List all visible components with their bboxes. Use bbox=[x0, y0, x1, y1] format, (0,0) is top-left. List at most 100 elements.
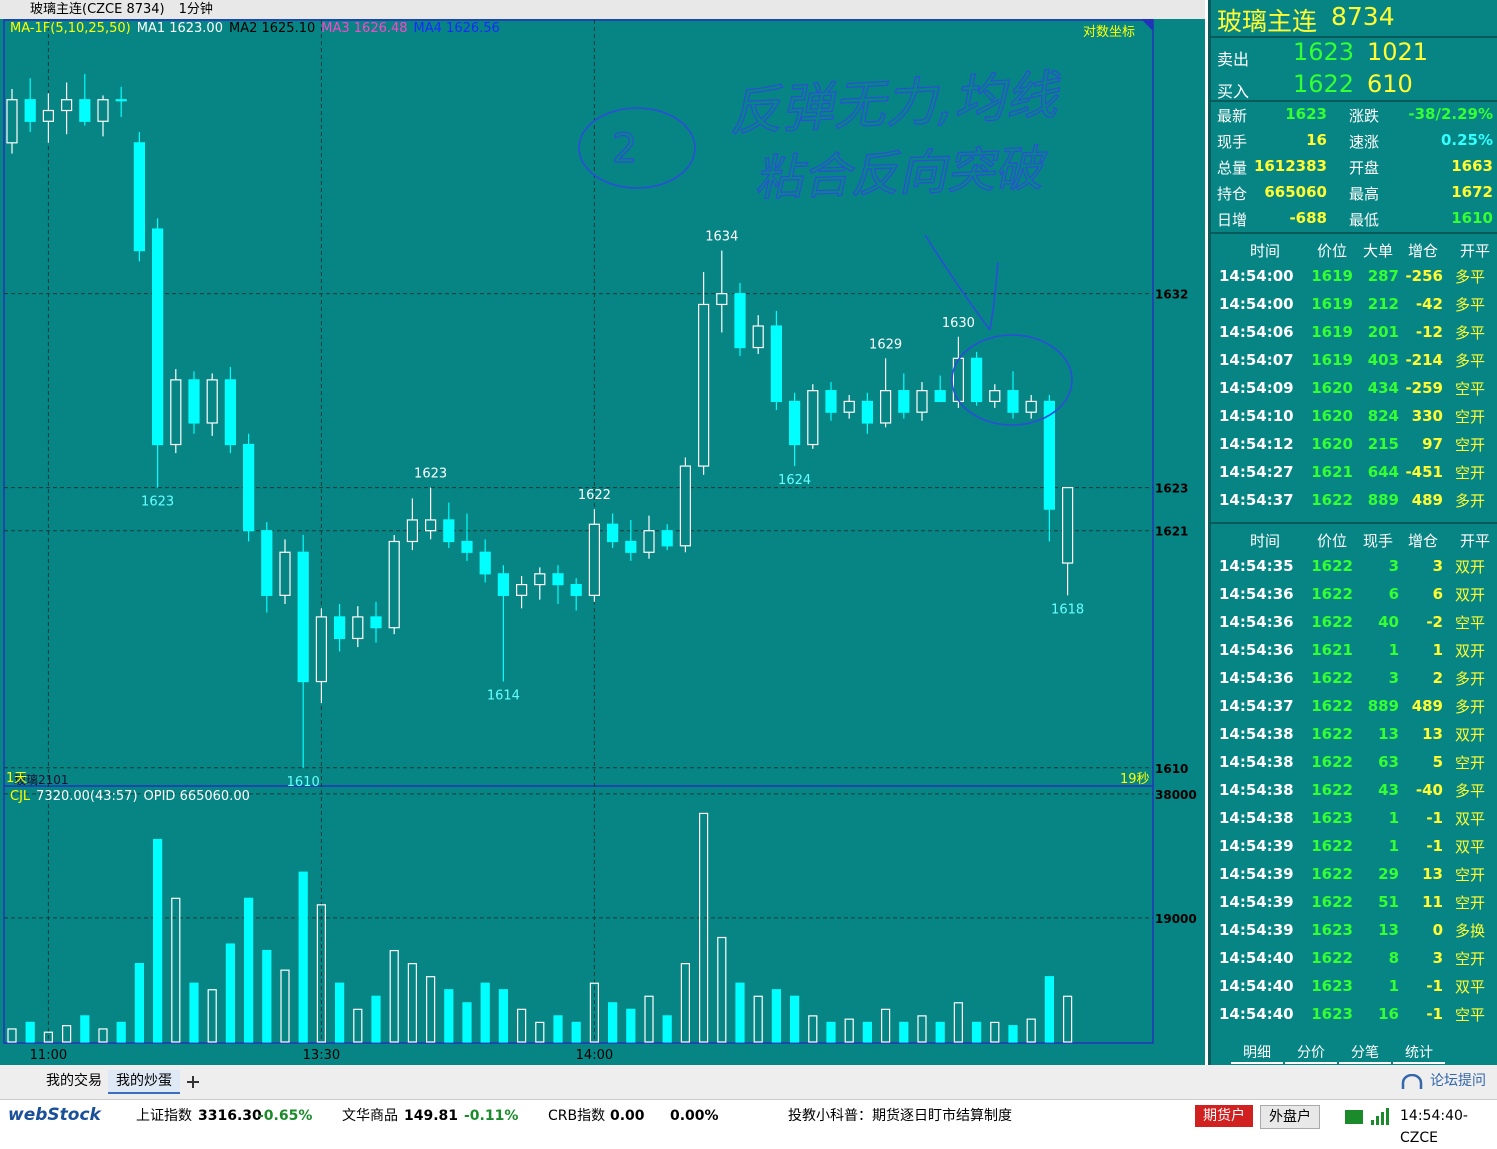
cell: 14:54:40 bbox=[1219, 949, 1294, 967]
volume-bar bbox=[371, 995, 381, 1043]
candle-body bbox=[60, 99, 73, 112]
cell: 14:54:38 bbox=[1219, 725, 1294, 743]
table-row: 14:54:10 1620 824 330 空开 bbox=[1219, 402, 1495, 430]
candle-body bbox=[133, 142, 145, 252]
cell: 434 bbox=[1367, 379, 1399, 397]
countdown: 19秒 bbox=[1120, 772, 1150, 787]
cell: 1619 bbox=[1311, 351, 1353, 369]
futures-account[interactable]: 期货户 bbox=[1195, 1105, 1253, 1127]
cell: 1622 bbox=[1311, 893, 1353, 911]
volume-bar bbox=[753, 995, 763, 1043]
foreign-account[interactable]: 外盘户 bbox=[1260, 1105, 1320, 1129]
low-label: 1623 bbox=[141, 495, 174, 510]
cell: 多平 bbox=[1455, 781, 1486, 800]
cell: 489 bbox=[1411, 697, 1443, 715]
cell: 双开 bbox=[1455, 641, 1486, 660]
cell: 多平 bbox=[1455, 351, 1486, 370]
volume-value: 7320.00(43:57) bbox=[36, 789, 138, 804]
y-tick-label: 1623 bbox=[1155, 482, 1188, 496]
notice[interactable]: 投教小科普：期货逐日盯市结算制度 bbox=[788, 1108, 1012, 1124]
table-row: 14:54:39 1622 29 13 空开 bbox=[1219, 860, 1495, 888]
candle-body bbox=[297, 551, 309, 683]
stat-value: -688 bbox=[1289, 209, 1327, 227]
candle-body bbox=[716, 293, 728, 306]
volume-bar bbox=[462, 1002, 472, 1043]
period-select[interactable]: 1分钟 bbox=[178, 2, 213, 17]
cell: 1622 bbox=[1311, 865, 1353, 883]
cell: -40 bbox=[1415, 781, 1443, 799]
volume-bar bbox=[316, 904, 326, 1043]
volume-bar bbox=[1008, 1025, 1018, 1043]
cell: 1620 bbox=[1311, 407, 1353, 425]
cell: 双平 bbox=[1455, 977, 1486, 996]
add-tab[interactable] bbox=[186, 1075, 200, 1089]
cell: 14:54:40 bbox=[1219, 977, 1294, 995]
volume-bar bbox=[717, 936, 727, 1043]
low-label: 1610 bbox=[287, 775, 320, 790]
chart-background bbox=[0, 0, 1205, 1065]
candle-body bbox=[843, 400, 855, 413]
volume-bar bbox=[698, 812, 709, 1043]
grid: 1632 1623 1621 1610 38000 19000 11:00 13:30 14:0… bbox=[4, 20, 1197, 1063]
volume-bar bbox=[516, 1008, 527, 1043]
header-cell: 增仓 bbox=[1407, 241, 1438, 260]
cell: 双平 bbox=[1455, 809, 1486, 828]
cell: 14:54:38 bbox=[1219, 781, 1294, 799]
candle-body bbox=[1061, 487, 1074, 564]
volume-bar bbox=[971, 1021, 982, 1043]
cell: 43 bbox=[1378, 781, 1399, 799]
bottom-tab[interactable]: 我的交易 bbox=[46, 1073, 102, 1089]
cell: 14:54:06 bbox=[1219, 323, 1294, 341]
cell: 14:54:12 bbox=[1219, 435, 1294, 453]
separator bbox=[1211, 100, 1497, 102]
cell: 644 bbox=[1367, 463, 1399, 481]
cell: 215 bbox=[1367, 435, 1399, 453]
panel-tab[interactable]: 分价 bbox=[1285, 1042, 1337, 1064]
scale-mode[interactable]: 对数坐标 bbox=[1083, 25, 1136, 40]
candle-body bbox=[461, 540, 473, 553]
cell: -1 bbox=[1426, 837, 1443, 855]
volume-indicator[interactable]: CJL bbox=[10, 789, 31, 804]
volume-bar bbox=[335, 982, 345, 1043]
cell: 1622 bbox=[1311, 781, 1353, 799]
volume-bar bbox=[134, 963, 144, 1043]
cell: 空开 bbox=[1455, 893, 1486, 912]
candle-body bbox=[606, 523, 619, 543]
panel-tab[interactable]: 统计 bbox=[1393, 1042, 1445, 1064]
header-cell: 时间 bbox=[1249, 531, 1280, 550]
cell: 1622 bbox=[1311, 669, 1353, 687]
window-title-bar: 玻璃主连(CZCE 8734) 1分钟 bbox=[0, 0, 1205, 19]
header-cell: 价位 bbox=[1316, 241, 1347, 260]
candle-body bbox=[206, 379, 218, 424]
volume-bar bbox=[116, 1021, 126, 1043]
cell: 13 bbox=[1378, 921, 1399, 939]
ma-setting[interactable]: MA-1F(5,10,25,50) bbox=[10, 21, 131, 36]
corner-mark bbox=[1140, 18, 1153, 31]
stat-label: 最新 bbox=[1217, 107, 1248, 125]
panel-tab[interactable]: 明细 bbox=[1231, 1042, 1283, 1064]
candle-body bbox=[989, 390, 1001, 403]
cell: 空平 bbox=[1455, 1005, 1486, 1024]
table-row: 14:54:36 1622 6 6 双开 bbox=[1219, 580, 1495, 608]
volume-bar bbox=[426, 976, 436, 1043]
table-row: 14:54:00 1619 287 -256 多平 bbox=[1219, 262, 1495, 290]
candle-body bbox=[42, 109, 55, 122]
ask-label: 卖出 bbox=[1217, 50, 1250, 69]
cell: 14:54:37 bbox=[1219, 491, 1294, 509]
high-label: 1623 bbox=[414, 467, 447, 482]
bottom-tab[interactable]: 我的炒蛋 bbox=[108, 1070, 180, 1094]
volume-bar bbox=[626, 1008, 636, 1043]
index-value: 3316.30 bbox=[198, 1108, 262, 1124]
stat-row: 总量 1612383 开盘 1663 bbox=[1215, 154, 1495, 180]
table-row: 14:54:39 1622 1 -1 双平 bbox=[1219, 832, 1495, 860]
cell: 1621 bbox=[1311, 463, 1353, 481]
volume-bar bbox=[262, 949, 272, 1043]
panel-tab[interactable]: 分笔 bbox=[1339, 1042, 1391, 1064]
stat-row: 最新 1623 涨跌 -38/2.29% bbox=[1215, 102, 1495, 128]
cell: 14:54:36 bbox=[1219, 641, 1294, 659]
forum-link[interactable]: 论坛提问 bbox=[1430, 1073, 1486, 1089]
volume-bar bbox=[862, 1021, 873, 1043]
cell: 1 bbox=[1432, 641, 1443, 659]
cell: 空平 bbox=[1455, 379, 1486, 398]
